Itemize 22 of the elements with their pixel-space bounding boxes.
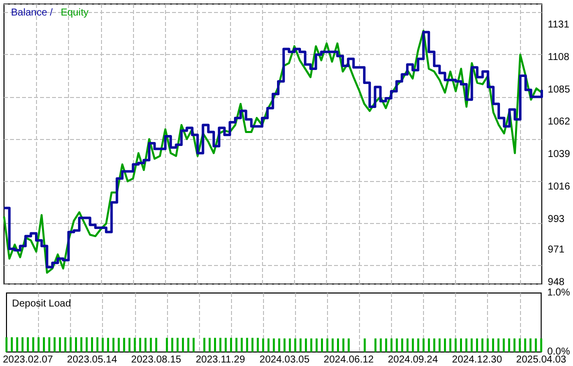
x-tick-label: 2023.02.07 <box>2 354 54 366</box>
y-tick-label: 948 <box>548 277 565 288</box>
text: Balance / <box>11 8 53 18</box>
y-tick-label: 1039 <box>548 149 570 160</box>
y-tick-label: 971 <box>548 244 565 256</box>
y-tick-label: 1016 <box>548 181 570 192</box>
y-tick-label: 1062 <box>548 116 570 128</box>
x-tick-label: 2025.04.03 <box>516 354 567 366</box>
text: Equity <box>60 8 88 18</box>
y-tick-label: 1085 <box>548 84 570 96</box>
x-tick-label: 2023.11.29 <box>196 354 246 366</box>
x-tick-label: 2024.06.12 <box>324 354 374 366</box>
x-tick-label: 2023.05.14 <box>67 354 118 366</box>
y-tick-label: 1108 <box>548 52 570 63</box>
x-tick-label: 2024.12.30 <box>452 354 502 366</box>
x-tick-label: 2024.09.24 <box>388 354 438 366</box>
y-tick-label: 993 <box>548 214 565 225</box>
text: Deposit Load <box>12 298 71 310</box>
y-tick-label: 1.0% <box>547 288 570 298</box>
x-tick-label: 2023.08.15 <box>131 354 182 366</box>
y-tick-label: 1131 <box>548 20 570 31</box>
x-tick-label: 2024.03.05 <box>260 354 310 366</box>
